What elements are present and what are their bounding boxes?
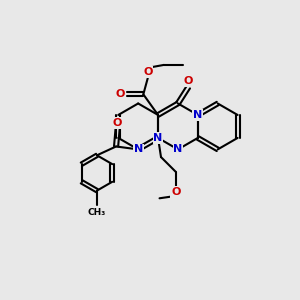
Text: O: O (171, 187, 180, 197)
Text: O: O (116, 89, 125, 99)
Text: N: N (153, 133, 163, 143)
Text: O: O (184, 76, 193, 86)
Text: N: N (173, 144, 183, 154)
Text: CH₃: CH₃ (88, 208, 106, 217)
Text: O: O (113, 118, 122, 128)
Text: N: N (134, 144, 143, 154)
Text: O: O (143, 67, 152, 77)
Text: N: N (193, 110, 203, 120)
